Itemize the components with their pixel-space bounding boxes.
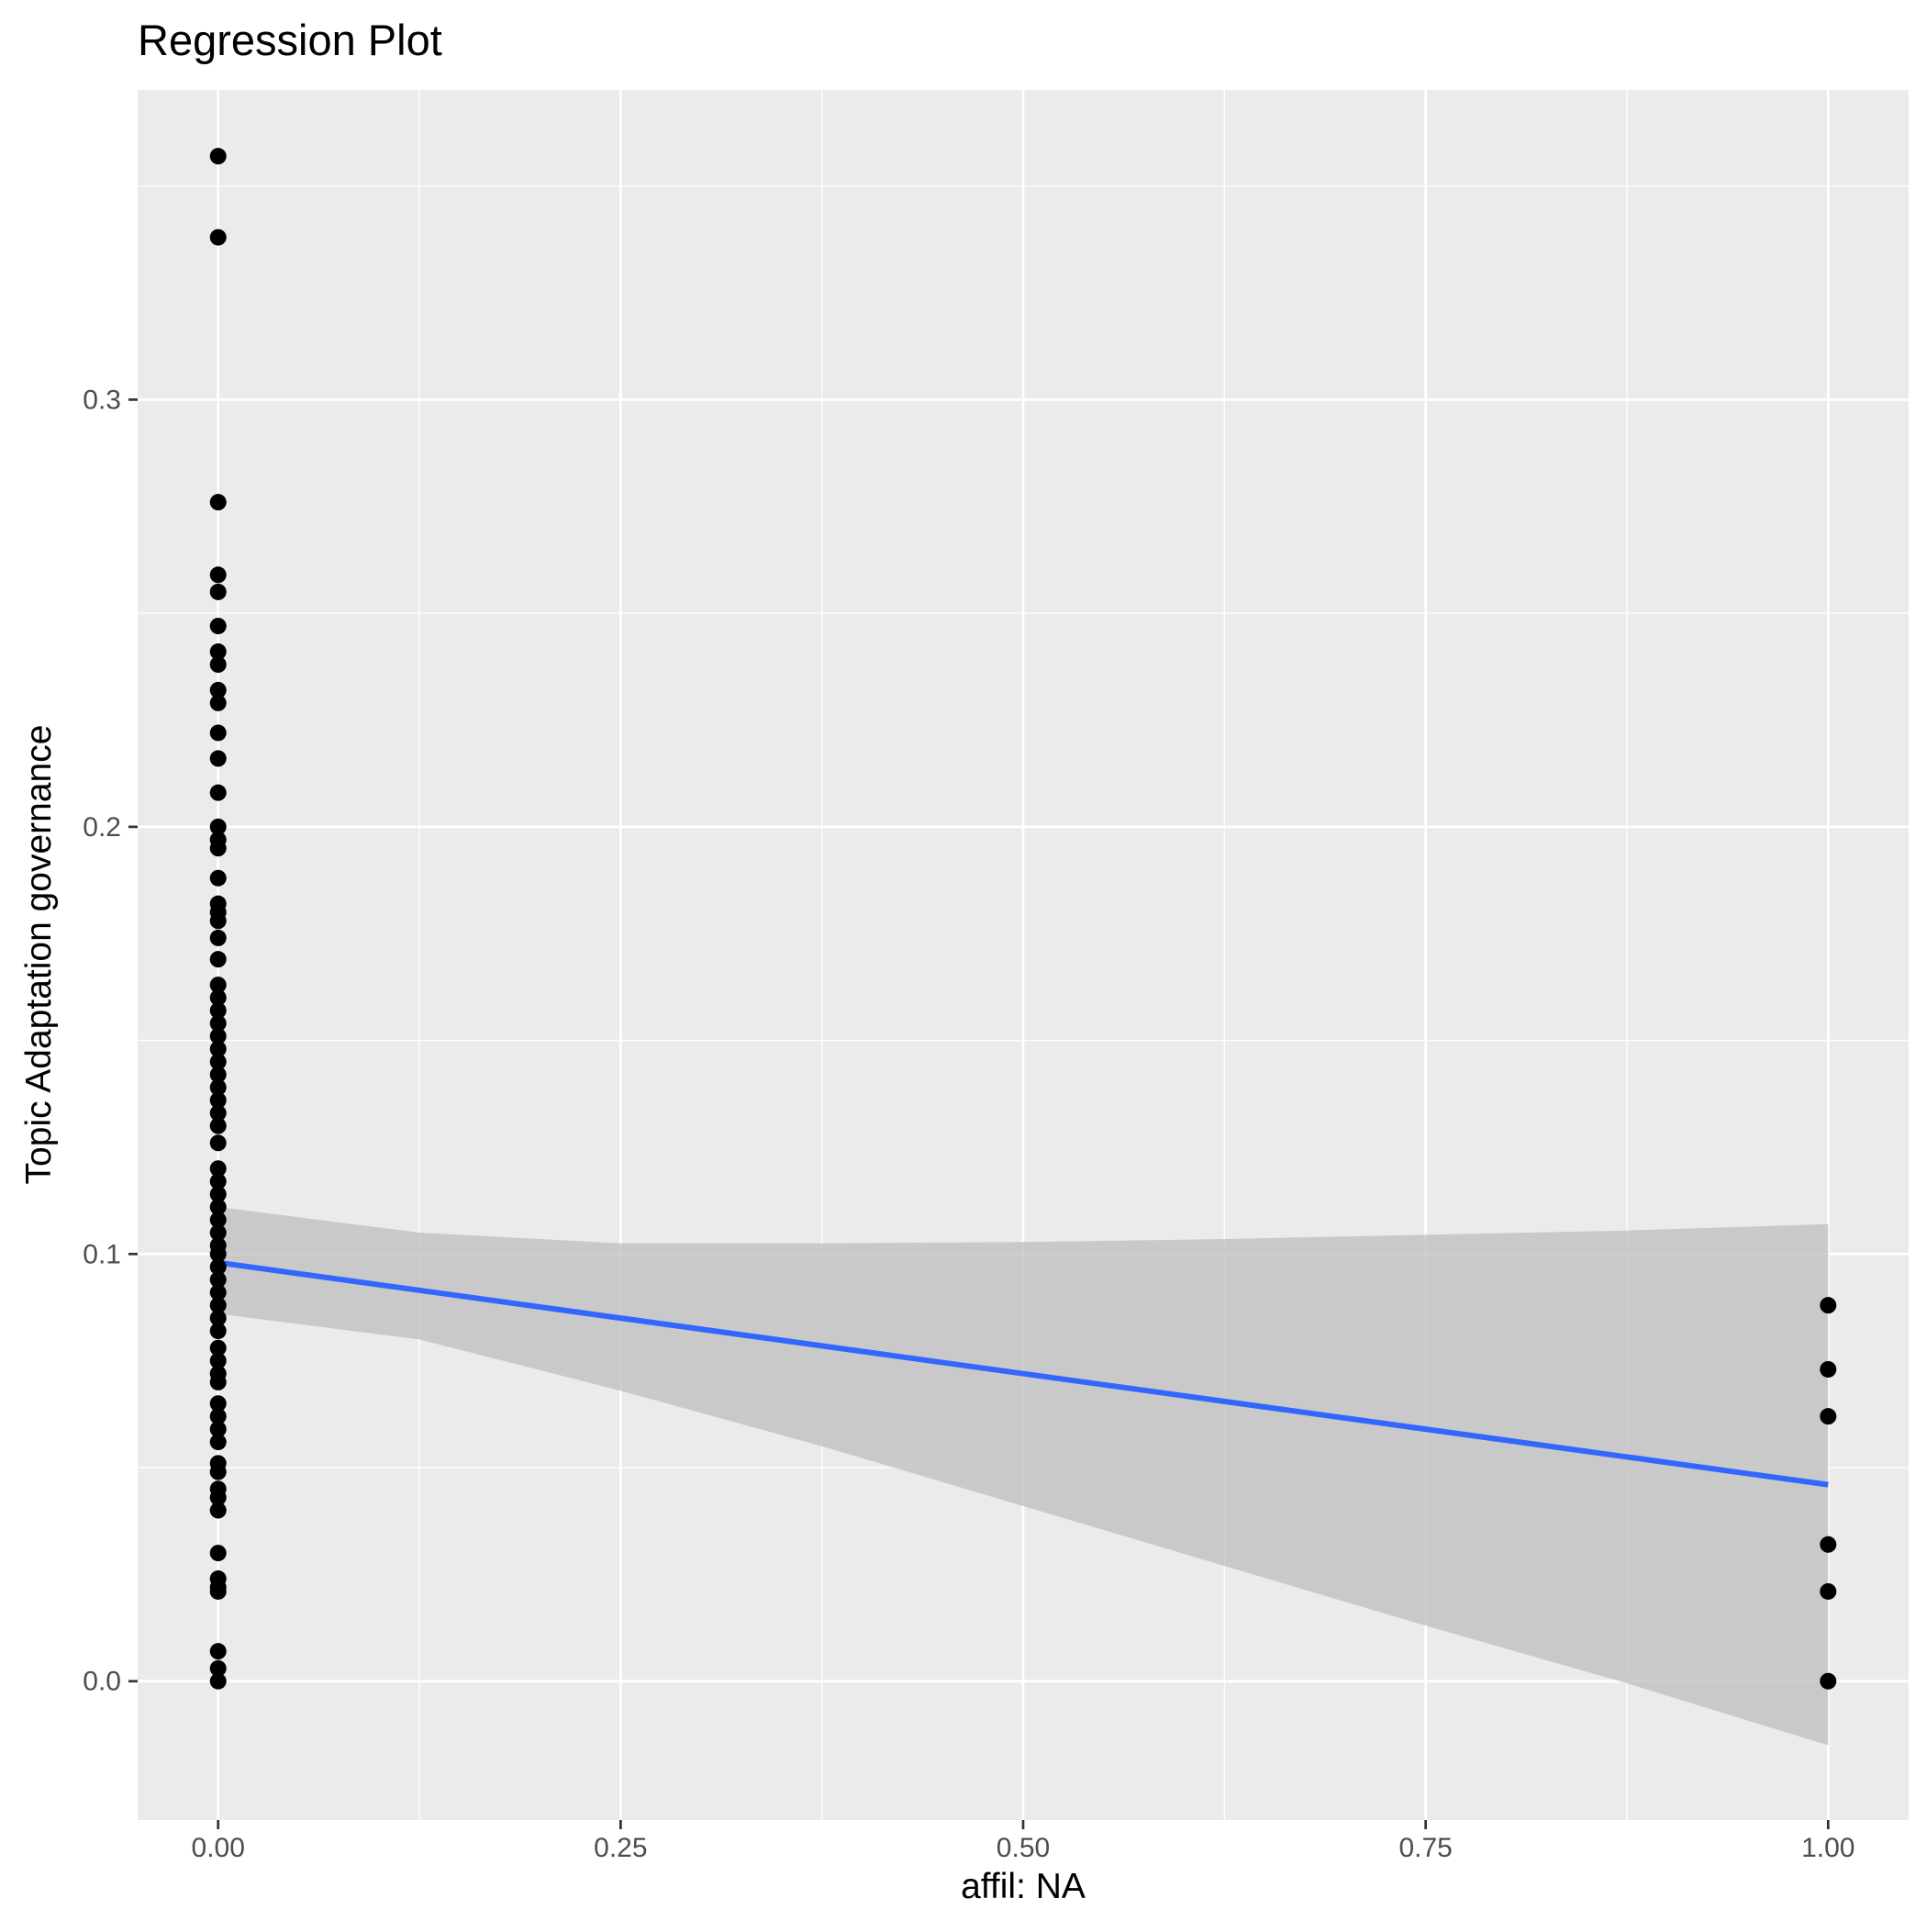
data-point — [209, 1245, 227, 1263]
data-point — [209, 1297, 227, 1314]
data-point — [209, 1053, 227, 1070]
data-point — [209, 656, 227, 674]
data-point — [209, 229, 227, 246]
data-point — [209, 566, 227, 584]
data-point — [209, 1186, 227, 1203]
data-point — [209, 1224, 227, 1242]
data-point — [209, 1027, 227, 1044]
data-point — [209, 583, 227, 600]
data-point — [209, 1339, 227, 1357]
data-point — [209, 1408, 227, 1425]
data-point — [209, 1271, 227, 1289]
data-point — [209, 1091, 227, 1109]
data-point — [209, 1104, 227, 1122]
data-point — [209, 1502, 227, 1519]
data-point — [209, 1659, 227, 1677]
data-point — [209, 1173, 227, 1190]
data-point — [209, 1421, 227, 1438]
data-point — [209, 1212, 227, 1229]
data-point — [209, 1014, 227, 1032]
y-tick-label: 0.1 — [83, 1239, 121, 1269]
data-point — [1820, 1360, 1837, 1378]
data-point — [1820, 1672, 1837, 1690]
confidence-band-layer — [217, 1207, 1829, 1746]
scatter-points — [209, 148, 1837, 1690]
data-point — [209, 148, 227, 165]
x-tick-label: 0.25 — [594, 1833, 647, 1863]
data-point — [209, 1352, 227, 1369]
data-point — [209, 724, 227, 742]
data-point — [209, 784, 227, 801]
data-point — [209, 1672, 227, 1690]
x-axis: 0.00 0.25 0.50 0.75 1.00 — [192, 1820, 1855, 1863]
data-point — [209, 929, 227, 946]
data-point — [209, 1582, 227, 1600]
data-point — [209, 1258, 227, 1276]
data-point — [1820, 1536, 1837, 1553]
regression-line-layer — [217, 1259, 1829, 1488]
x-tick-label: 0.75 — [1398, 1833, 1452, 1863]
data-point — [1820, 1297, 1837, 1314]
data-point — [209, 1066, 227, 1083]
data-point — [209, 1040, 227, 1057]
data-point — [209, 840, 227, 857]
chart-title: Regression Plot — [138, 16, 442, 64]
data-point — [209, 1489, 227, 1506]
data-point — [209, 1199, 227, 1216]
y-tick-label: 0.0 — [83, 1667, 121, 1697]
x-axis-title: affil: NA — [961, 1867, 1086, 1906]
data-point — [209, 681, 227, 698]
data-point — [209, 1434, 227, 1451]
x-tick-label: 0.50 — [997, 1833, 1050, 1863]
data-point — [209, 694, 227, 711]
data-point — [209, 1160, 227, 1178]
data-point — [209, 1002, 227, 1020]
data-point — [209, 912, 227, 930]
data-point — [209, 1323, 227, 1340]
data-point — [209, 1310, 227, 1327]
data-point — [209, 1545, 227, 1562]
data-point — [209, 1395, 227, 1413]
data-point — [209, 750, 227, 767]
x-tick-label: 0.00 — [192, 1833, 245, 1863]
data-point — [209, 1117, 227, 1134]
data-point — [209, 643, 227, 661]
y-axis: 0.0 0.1 0.2 0.3 — [83, 385, 138, 1697]
data-point — [209, 977, 227, 994]
data-point — [1820, 1582, 1837, 1600]
data-point — [209, 1373, 227, 1390]
data-point — [209, 989, 227, 1007]
data-point — [1820, 1408, 1837, 1425]
data-point — [209, 1643, 227, 1660]
data-point — [209, 1284, 227, 1301]
y-axis-title: Topic Adaptation governance — [19, 725, 59, 1185]
data-point — [209, 1134, 227, 1152]
data-point — [209, 1078, 227, 1096]
regression-line — [217, 1259, 1829, 1488]
confidence-band — [217, 1207, 1829, 1746]
data-point — [209, 869, 227, 887]
data-point — [209, 1463, 227, 1480]
y-tick-label: 0.2 — [83, 812, 121, 843]
y-tick-label: 0.3 — [83, 385, 121, 415]
data-point — [209, 618, 227, 635]
data-point — [209, 951, 227, 968]
data-point — [209, 494, 227, 511]
data-point — [209, 818, 227, 835]
x-tick-label: 1.00 — [1801, 1833, 1855, 1863]
